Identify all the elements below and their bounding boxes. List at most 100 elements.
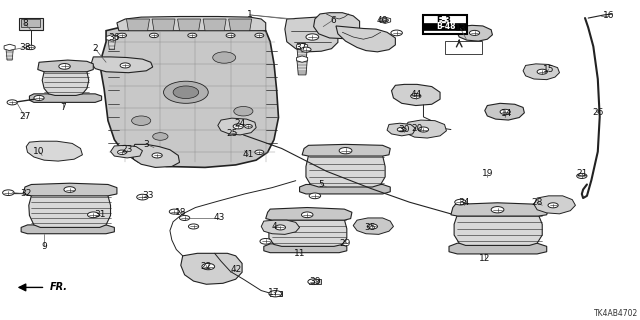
Circle shape bbox=[469, 30, 479, 36]
Text: 27: 27 bbox=[19, 112, 31, 121]
Text: 3: 3 bbox=[143, 140, 149, 149]
Circle shape bbox=[309, 193, 321, 199]
Polygon shape bbox=[264, 244, 347, 253]
Polygon shape bbox=[454, 212, 542, 245]
Text: 33: 33 bbox=[142, 191, 154, 200]
Text: 30: 30 bbox=[399, 125, 410, 134]
Text: 41: 41 bbox=[243, 150, 254, 159]
Polygon shape bbox=[297, 48, 307, 62]
Circle shape bbox=[411, 93, 421, 99]
Polygon shape bbox=[152, 19, 175, 31]
Text: 39: 39 bbox=[309, 276, 321, 285]
Polygon shape bbox=[21, 225, 115, 234]
Circle shape bbox=[7, 100, 17, 105]
Polygon shape bbox=[92, 57, 153, 73]
Circle shape bbox=[419, 127, 429, 132]
Circle shape bbox=[391, 30, 403, 36]
Polygon shape bbox=[42, 68, 89, 95]
Text: B-48: B-48 bbox=[436, 22, 456, 31]
Polygon shape bbox=[100, 25, 278, 167]
Circle shape bbox=[179, 215, 189, 220]
Text: 18: 18 bbox=[175, 208, 186, 217]
Bar bbox=[309, 279, 321, 284]
Text: E-3: E-3 bbox=[436, 16, 451, 25]
Circle shape bbox=[59, 64, 70, 69]
Circle shape bbox=[255, 33, 264, 38]
Text: 26: 26 bbox=[592, 108, 604, 117]
Text: 31: 31 bbox=[94, 210, 106, 219]
Bar bbox=[21, 19, 40, 27]
Circle shape bbox=[212, 52, 236, 63]
Polygon shape bbox=[449, 243, 547, 254]
Polygon shape bbox=[392, 84, 440, 106]
Text: 5: 5 bbox=[319, 180, 324, 189]
Circle shape bbox=[548, 203, 558, 208]
Polygon shape bbox=[484, 103, 524, 120]
Polygon shape bbox=[108, 38, 116, 50]
Text: 19: 19 bbox=[481, 169, 493, 178]
Circle shape bbox=[88, 212, 99, 218]
Polygon shape bbox=[228, 19, 252, 31]
Polygon shape bbox=[132, 144, 179, 167]
Text: 7: 7 bbox=[60, 103, 66, 112]
Circle shape bbox=[173, 86, 198, 99]
Polygon shape bbox=[306, 152, 385, 187]
Text: 42: 42 bbox=[230, 265, 241, 274]
Circle shape bbox=[152, 153, 163, 158]
Polygon shape bbox=[285, 17, 338, 52]
Circle shape bbox=[255, 150, 264, 155]
Circle shape bbox=[500, 109, 510, 114]
Text: 2: 2 bbox=[92, 44, 98, 53]
Circle shape bbox=[170, 209, 179, 214]
Text: 40: 40 bbox=[377, 16, 388, 25]
Circle shape bbox=[164, 81, 208, 103]
Polygon shape bbox=[29, 193, 111, 228]
Circle shape bbox=[120, 63, 131, 68]
Circle shape bbox=[308, 279, 319, 284]
Text: 6: 6 bbox=[330, 16, 335, 25]
Bar bbox=[424, 15, 467, 35]
Text: 21: 21 bbox=[576, 169, 588, 178]
Circle shape bbox=[118, 33, 127, 38]
Text: 13: 13 bbox=[455, 24, 467, 33]
Text: 34: 34 bbox=[458, 198, 469, 207]
Polygon shape bbox=[106, 35, 117, 41]
Polygon shape bbox=[4, 44, 15, 51]
Text: 37: 37 bbox=[295, 43, 307, 52]
Text: 16: 16 bbox=[603, 11, 614, 20]
Polygon shape bbox=[523, 64, 559, 80]
Polygon shape bbox=[127, 19, 150, 31]
Circle shape bbox=[26, 45, 35, 50]
Text: 36: 36 bbox=[109, 34, 120, 43]
Circle shape bbox=[306, 34, 319, 40]
Text: 15: 15 bbox=[543, 65, 554, 74]
Circle shape bbox=[188, 33, 196, 38]
Polygon shape bbox=[261, 220, 300, 234]
Polygon shape bbox=[353, 218, 394, 234]
Circle shape bbox=[301, 47, 311, 52]
Polygon shape bbox=[387, 123, 416, 136]
Bar bbox=[445, 41, 481, 54]
Text: 1: 1 bbox=[247, 11, 253, 20]
Text: 11: 11 bbox=[294, 249, 305, 258]
Bar bbox=[424, 23, 467, 30]
Polygon shape bbox=[269, 216, 347, 246]
Circle shape bbox=[188, 224, 198, 229]
Text: 4: 4 bbox=[271, 222, 277, 231]
Circle shape bbox=[137, 194, 148, 200]
Circle shape bbox=[382, 19, 388, 22]
Polygon shape bbox=[296, 56, 308, 62]
Polygon shape bbox=[218, 118, 256, 135]
Text: 14: 14 bbox=[500, 109, 512, 118]
Text: 20: 20 bbox=[412, 124, 423, 133]
Circle shape bbox=[150, 33, 159, 38]
Polygon shape bbox=[266, 208, 352, 220]
Circle shape bbox=[233, 124, 243, 129]
Circle shape bbox=[577, 173, 587, 179]
Polygon shape bbox=[38, 60, 93, 72]
Text: 32: 32 bbox=[20, 189, 32, 198]
Polygon shape bbox=[451, 203, 548, 216]
Text: 17: 17 bbox=[268, 288, 280, 297]
Polygon shape bbox=[534, 196, 575, 214]
Circle shape bbox=[34, 95, 44, 100]
